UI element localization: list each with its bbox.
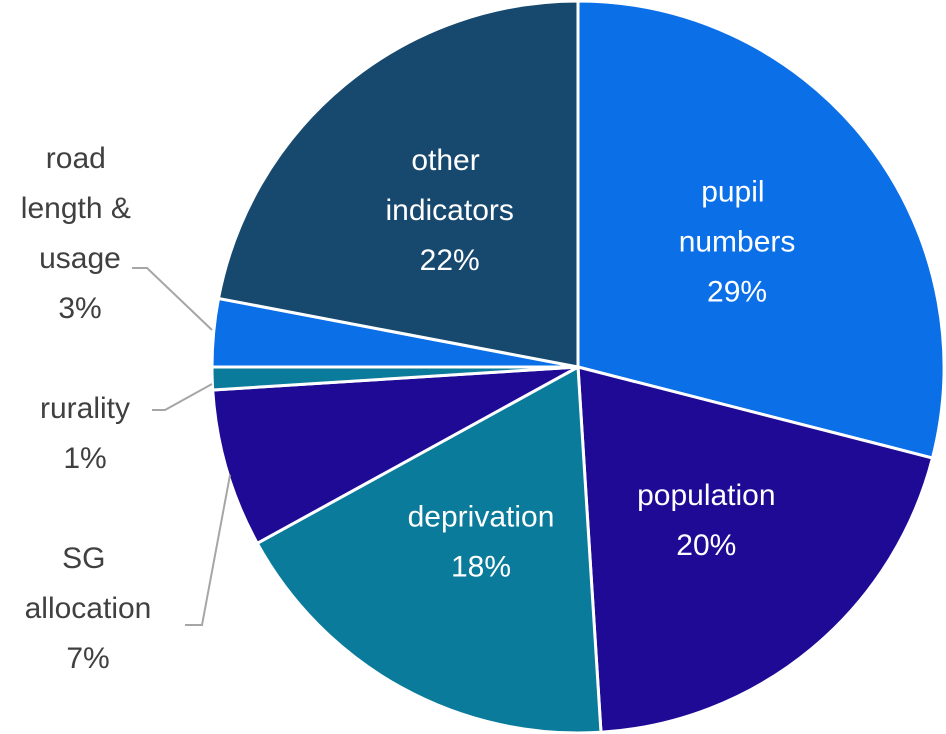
slice-label-line: population	[637, 479, 775, 512]
pie-slice	[255, 364, 603, 734]
slice-label-line: numbers	[679, 226, 796, 259]
slice-label-line: pupil	[701, 176, 773, 209]
slice-label-line: deprivation	[408, 500, 555, 533]
slice-value-label: 20%	[676, 529, 736, 562]
slice-label-line: other	[411, 144, 488, 177]
outside-value-label-line: 7%	[66, 642, 109, 675]
pie-slice	[576, 0, 946, 460]
outside-label-line: allocation	[25, 592, 152, 625]
slice-value-label-line: 29%	[707, 276, 767, 309]
outside-label-line: length &	[21, 192, 139, 225]
outside-label-line: rurality	[40, 392, 130, 425]
slice-label-line: indicators	[385, 194, 513, 227]
outside-value-label: 1%	[63, 442, 106, 475]
outside-value-label-line: 3%	[58, 292, 101, 325]
slice-value-label-line: 18%	[451, 550, 511, 583]
slice-label: other indicators	[385, 144, 513, 227]
leader-line	[185, 474, 231, 626]
slice-label: population	[637, 479, 775, 512]
slice-value-label-line: 20%	[676, 529, 736, 562]
outside-label-line: road	[46, 142, 114, 175]
pie-slice	[216, 0, 580, 369]
outside-label: road length & usage	[21, 142, 139, 275]
pie-slice	[211, 365, 579, 546]
leader-line	[152, 383, 213, 411]
outside-value-label: 7%	[66, 642, 109, 675]
pie-slice	[576, 365, 935, 734]
slice-value-label-line: 22%	[420, 244, 480, 277]
slice-label: deprivation	[408, 500, 555, 533]
slice-label: pupil numbers	[679, 176, 796, 259]
outside-value-label-line: 1%	[63, 442, 106, 475]
outside-label: rurality	[40, 392, 130, 425]
slice-value-label: 29%	[707, 276, 767, 309]
outside-label: SG allocation	[25, 542, 152, 625]
slice-value-label: 22%	[420, 244, 480, 277]
outside-label-line: usage	[39, 242, 121, 275]
outside-label-line: SG	[62, 542, 114, 575]
slice-value-label: 18%	[451, 550, 511, 583]
leader-line	[132, 267, 213, 331]
outside-value-label: 3%	[58, 292, 101, 325]
